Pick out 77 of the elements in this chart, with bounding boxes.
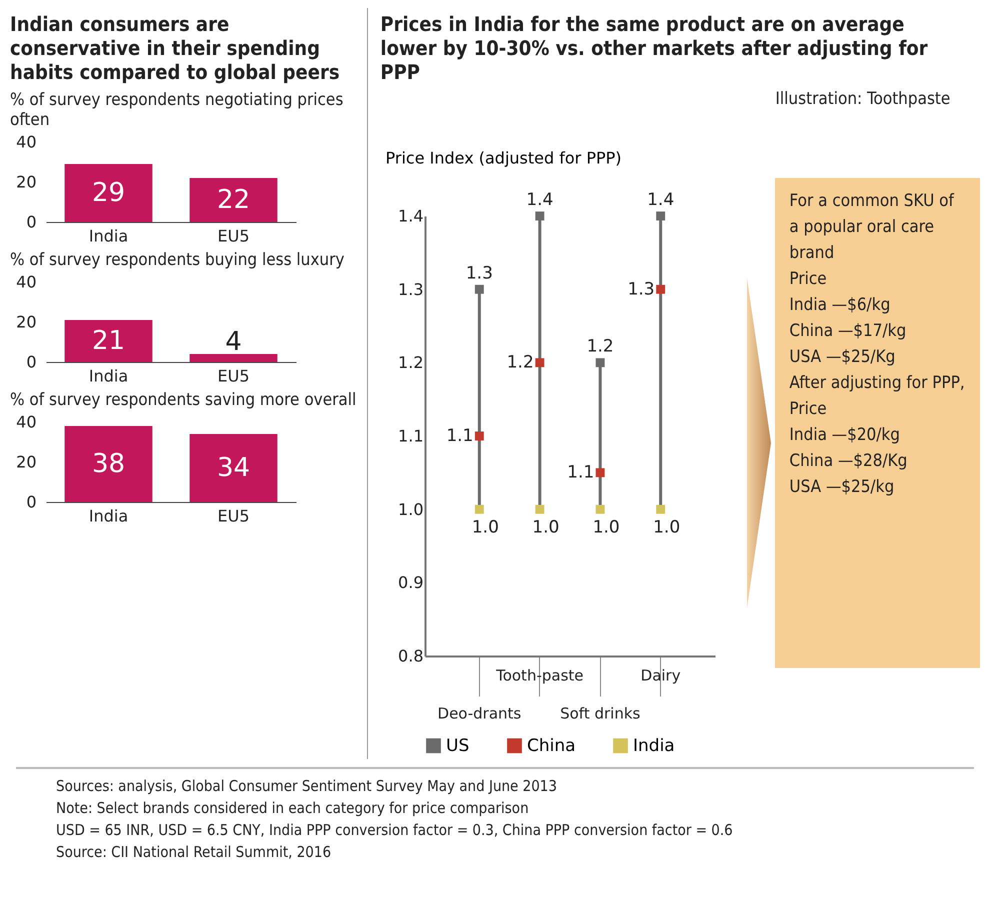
data-label: 1.0 <box>472 517 500 538</box>
point <box>536 212 545 220</box>
data-label: 1.1 <box>446 426 474 446</box>
chart-subtitle: % of survey respondents negotiating prices often <box>10 90 344 130</box>
point <box>596 504 606 514</box>
y-tick-label: 0 <box>26 212 36 232</box>
data-label: 1.4 <box>648 190 675 210</box>
point <box>475 432 484 440</box>
data-label: 1.4 <box>526 190 554 210</box>
y-tick-label: 1.1 <box>398 426 424 446</box>
data-label: 1.2 <box>507 352 534 373</box>
text: Price <box>789 268 828 291</box>
data-label: 4 <box>225 327 242 357</box>
x-tick-label: EU5 <box>218 366 250 386</box>
chart-title: Indian consumers are conservative in their spending habits compared to global peers <box>10 12 341 84</box>
text: Illustration: Toothpaste <box>775 88 952 110</box>
y-tick-label: 0.9 <box>398 573 424 592</box>
text: USA —$25/Kg <box>789 346 896 369</box>
y-tick-label: 20 <box>16 172 36 192</box>
point <box>475 504 484 514</box>
y-tick-label: 0.8 <box>398 646 424 666</box>
legend-label: India <box>633 736 676 756</box>
data-label: 29 <box>92 178 126 208</box>
x-tick-label: EU5 <box>218 226 250 246</box>
text: USA —$25/kg <box>789 476 896 499</box>
x-tick-label: Soft drinks <box>560 704 641 722</box>
source-note: Source: CII National Retail Summit, 2016 <box>56 842 332 863</box>
y-tick-label: 40 <box>16 132 36 152</box>
text: Price <box>789 398 828 421</box>
text: For a common SKU of a popular oral care brand <box>789 190 956 265</box>
data-label: 22 <box>216 185 250 215</box>
y-axis-title: Price Index (adjusted for PPP) <box>386 148 622 168</box>
y-tick-label: 40 <box>16 412 36 432</box>
data-label: 1.2 <box>587 336 614 357</box>
y-tick-label: 20 <box>16 312 36 332</box>
text: Note: Select brands considered in each category for price comparison <box>56 798 530 819</box>
point <box>656 284 666 294</box>
point <box>475 284 484 294</box>
data-label: 21 <box>92 326 126 356</box>
data-label: 34 <box>216 453 250 483</box>
data-label: 1.3 <box>466 263 494 284</box>
legend-label: US <box>446 736 470 756</box>
data-label: 38 <box>92 449 126 479</box>
text: India —$20/kg <box>789 424 902 447</box>
source-note: Sources: analysis, Global Consumer Sentiment Survey May and June 2013 <box>56 776 558 797</box>
point <box>656 212 666 220</box>
point <box>536 358 545 368</box>
text: USD = 65 INR, USD = 6.5 CNY, India PPP conversion factor = 0.3, China PPP conversion factor = 0.6 <box>56 820 734 841</box>
y-tick-label: 1.2 <box>398 353 424 372</box>
y-tick-label: 0 <box>26 352 36 372</box>
legend-label: China <box>527 736 576 756</box>
y-tick-label: 1.0 <box>398 500 424 519</box>
chart-subtitle: % of survey respondents saving more overall <box>10 390 358 410</box>
data-label: 1.0 <box>532 517 560 538</box>
text: India —$6/kg <box>789 294 892 317</box>
point <box>596 468 606 478</box>
point <box>596 358 606 368</box>
x-tick-label: EU5 <box>218 506 250 526</box>
x-tick-label: Deo-drants <box>438 704 522 722</box>
chart-title: Prices in India for the same product are on average lower by 10-30% vs. other markets after adjusting for PPP <box>380 12 929 84</box>
data-label: 1.0 <box>654 517 681 538</box>
text: After adjusting for PPP, <box>789 372 966 395</box>
data-label: 1.1 <box>568 462 595 483</box>
chart-subtitle: % of survey respondents buying less luxury <box>10 250 346 270</box>
y-tick-label: 0 <box>26 492 36 512</box>
y-tick-label: 1.4 <box>398 206 424 226</box>
y-tick-label: 20 <box>16 452 36 472</box>
text: China —$28/Kg <box>789 450 908 473</box>
y-tick-label: 40 <box>16 272 36 292</box>
point <box>656 504 666 514</box>
data-label: 1.3 <box>628 279 656 300</box>
x-tick-label: Dairy <box>641 666 682 684</box>
text: China —$17/kg <box>789 320 908 343</box>
x-tick-label: Tooth-paste <box>495 666 584 684</box>
y-tick-label: 1.3 <box>398 280 424 299</box>
data-label: 1.0 <box>593 517 620 538</box>
point <box>536 504 545 514</box>
